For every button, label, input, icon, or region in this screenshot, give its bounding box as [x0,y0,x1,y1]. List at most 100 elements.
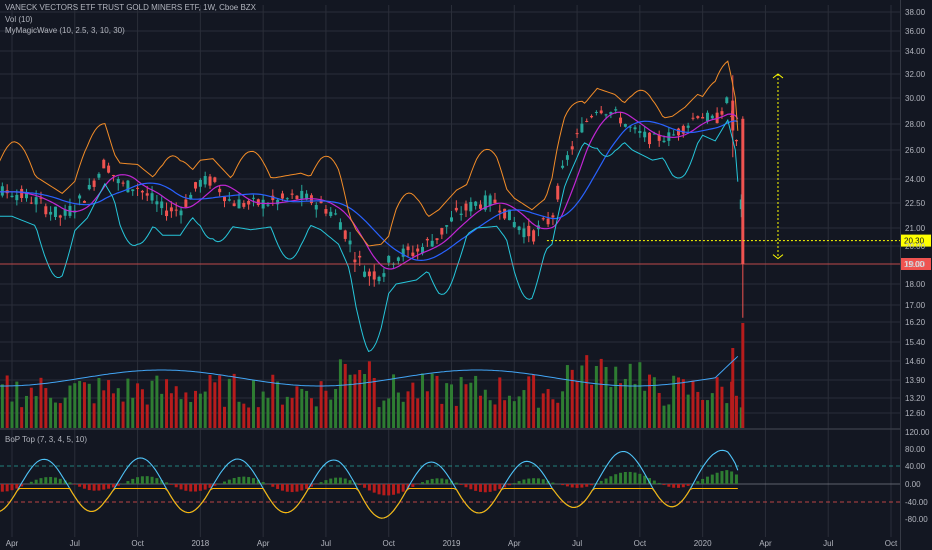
oscillator-bar [464,484,468,488]
oscillator-bar [203,484,207,490]
candle-body [710,115,714,119]
volume-bar [174,386,178,428]
candle-body [734,140,738,142]
volume-bars [0,323,745,428]
oscillator-bar [34,479,38,484]
candle-body [676,128,680,136]
candle-body [662,140,666,143]
volume-bar [58,403,62,428]
candle-body [29,202,33,204]
oscillator-bar [662,484,666,486]
candle-body [92,180,96,187]
oscillator-bar [285,484,289,492]
volume-bar [24,395,28,428]
volume-bar [527,376,531,428]
candle-body [97,173,101,178]
candle-body [237,199,241,209]
oscillator-bar [5,484,9,492]
volume-bar [701,399,705,428]
price-tick-label: 38.00 [905,8,926,17]
candle-body [213,177,217,182]
volume-bar [561,391,565,428]
volume-bar [343,363,347,428]
volume-bar [686,394,690,428]
oscillator-bar [445,479,449,484]
volume-bar [49,397,53,428]
oscillator-bar [92,484,96,491]
volume-bar [111,393,115,428]
candle-body [367,271,371,277]
volume-bar [213,382,217,428]
osc-tick-label: 120.00 [905,428,930,437]
time-tick-label: Apr [6,539,19,548]
candle-body [430,240,434,247]
oscillator-bar [208,484,212,488]
volume-bar [734,395,738,428]
candle-body [324,209,328,214]
oscillator-bar [488,484,492,492]
oscillator-bar [382,484,386,496]
volume-bar [623,378,627,428]
candle-body [198,179,202,187]
volume-bar [667,404,671,428]
oscillator-bar [271,484,275,487]
volume-bar [29,387,33,428]
candle-body [652,133,656,135]
candle-body [247,200,251,205]
volume-bar [300,388,304,428]
volume-bar [353,374,357,428]
volume-bar [691,380,695,428]
oscillator-bar [503,484,507,488]
candle-body [63,209,67,216]
price-tick-label: 13.90 [905,376,926,385]
volume-bar [208,374,212,428]
volume-bar [599,358,603,428]
chart-title: VANECK VECTORS ETF TRUST GOLD MINERS ETF… [5,3,257,12]
volume-bar [198,393,202,428]
candle-body [194,182,198,189]
oscillator-bar [174,484,178,488]
oscillator-bar [329,478,333,484]
candle-body [131,189,135,192]
candle-body [623,124,627,127]
volume-bar [280,404,284,428]
oscillator-bar [367,484,371,491]
time-tick-label: 2018 [191,539,209,548]
candle-body [503,208,507,219]
volume-bar [232,373,236,428]
volume-bar [314,406,318,428]
oscillator-bar [478,484,482,492]
volume-bar [676,377,680,428]
oscillator-bar [145,476,149,484]
volume-bar [445,383,449,428]
volume-bar [372,378,376,428]
volume-bar [570,369,574,428]
volume-bar [652,377,656,428]
candle-body [705,112,709,122]
candle-body [696,116,700,119]
volume-bar [459,377,463,428]
oscillator-signal-line [0,487,738,519]
candle-body [478,204,482,209]
time-tick-label: Apr [257,539,270,548]
candle-body [49,211,53,215]
oscillator-bar [667,484,671,487]
fast-ma-line [0,111,739,270]
volume-bar [271,374,275,428]
volume-bar [430,373,434,428]
candle-body [570,146,574,150]
oscillator-bar [116,484,120,486]
candle-body [672,134,676,136]
oscillator-bar [169,484,173,485]
volume-bar [44,388,48,428]
candle-body [203,176,207,185]
volume-bar [324,390,328,428]
candle-body [681,125,685,134]
oscillator-bar [720,471,724,484]
volume-bar [536,407,540,428]
oscillator-bar [140,476,144,484]
volume-bar [285,396,289,428]
volume-bar [227,378,231,428]
volume-bar [565,365,569,428]
